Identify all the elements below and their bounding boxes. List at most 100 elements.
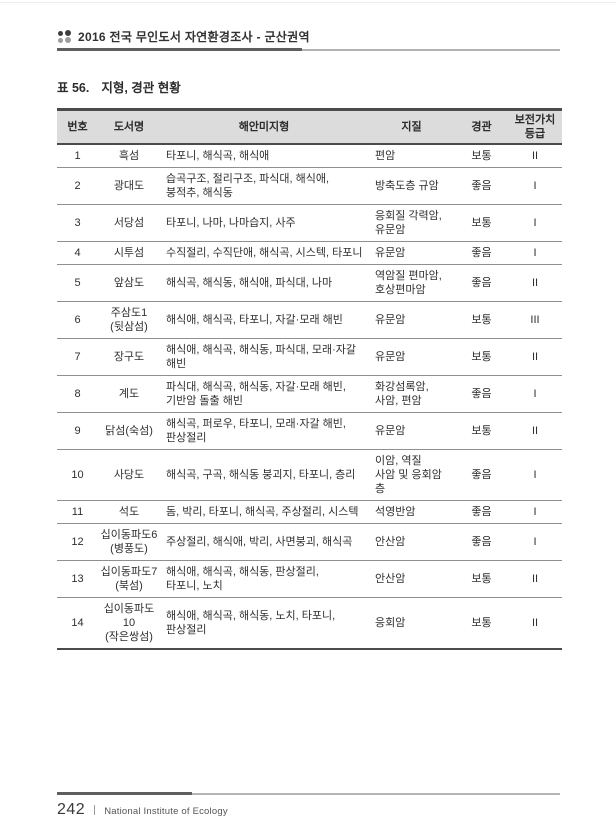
page-footer: 242 National Institute of Ecology: [57, 792, 560, 819]
cell-geology: 응회질 각력암, 유문암: [368, 204, 455, 242]
cell-landscape: 보통: [471, 150, 492, 162]
cell-landscape: 좋음: [455, 167, 508, 205]
footer-rule: [57, 792, 560, 795]
cell-number: 14: [57, 597, 98, 649]
cell-island-name: 광대도: [98, 167, 160, 205]
cell-coastal-landforms: 해식곡, 구곡, 해식동 붕괴지, 타포니, 층리: [160, 449, 368, 501]
cell-conservation-grade: II: [508, 264, 562, 302]
cell-island-name: 닭섬(숙섬): [98, 412, 160, 450]
table-row: 9 닭섬(숙섬) 해식곡, 퍼로우, 타포니, 모래·자갈 해빈, 판상절리 유문암 보…: [57, 412, 562, 450]
cell-geology: 안산암: [368, 560, 455, 598]
cell-number: 10: [57, 449, 98, 501]
table-row: 3 서당섬 타포니, 나마, 나마습지, 사주 응회질 각력암, 유문암 보통 I: [57, 204, 562, 242]
col-header-geology: 지질: [368, 109, 455, 145]
cell-geology: 유문암: [368, 301, 455, 339]
cell-number: 12: [57, 523, 98, 561]
table-row: 11 석도 돔, 박리, 타포니, 해식곡, 주상절리, 시스텍 석영반암 좋음 I: [57, 500, 562, 524]
table-header-row: 번호 도서명 해안미지형 지질 경관 보전가치 등급: [57, 109, 562, 145]
cell-number: 2: [57, 167, 98, 205]
table-row: 10 사당도 해식곡, 구곡, 해식동 붕괴지, 타포니, 층리 이암, 역질 사암 …: [57, 449, 562, 501]
cell-number: 1: [74, 150, 81, 162]
table-row: 4 시투섬 수직절리, 수직단애, 해식곡, 시스텍, 타포니 유문암 좋음 I: [57, 241, 562, 265]
cell-conservation-grade: I: [508, 523, 562, 561]
cell-landscape: 보통: [455, 412, 508, 450]
cell-geology: 이암, 역질 사암 및 응회암 층: [368, 449, 455, 501]
cell-island-name: 십이동파도10 (작은쌍섬): [98, 597, 160, 649]
table-header: 번호 도서명 해안미지형 지질 경관 보전가치 등급: [57, 109, 562, 145]
cell-coastal-landforms: 해식곡, 해식동, 해식애, 파식대, 나마: [160, 264, 368, 302]
cell-coastal-landforms: 타포니, 나마, 나마습지, 사주: [160, 204, 368, 242]
cell-conservation-grade: III: [508, 301, 562, 339]
table-caption: 표 56. 지형, 경관 현황: [57, 77, 181, 96]
cell-number: 7: [57, 338, 98, 376]
cell-coastal-landforms: 해식애, 해식곡, 해식동, 파식대, 모래·자갈해빈: [160, 338, 368, 376]
footer-organization: National Institute of Ecology: [104, 806, 228, 817]
cell-island-name: 십이동파도7 (북섬): [98, 560, 160, 598]
cell-coastal-landforms: 해식애, 해식곡, 타포니, 자갈·모래 해빈: [160, 301, 368, 339]
cell-island-name: 사당도: [98, 449, 160, 501]
cell-geology: 화강섬록암, 사암, 편암: [368, 375, 455, 413]
cell-conservation-grade: I: [508, 241, 562, 265]
cell-conservation-grade: II: [508, 597, 562, 649]
cell-conservation-grade: I: [508, 167, 562, 205]
cell-geology: 유문암: [368, 412, 455, 450]
cell-landscape: 좋음: [455, 500, 508, 524]
table-row: 8 계도 파식대, 해식곡, 해식동, 자갈·모래 해빈, 기반암 돌출 해빈 화강섬…: [57, 375, 562, 413]
cell-landscape: 보통: [455, 597, 508, 649]
quad-dots-icon: [57, 30, 71, 43]
cell-landscape: 좋음: [455, 523, 508, 561]
cell-geology: 편암: [375, 150, 396, 162]
table-row: 7 장구도 해식애, 해식곡, 해식동, 파식대, 모래·자갈해빈 유문암 보통 II: [57, 338, 562, 376]
cell-geology: 유문암: [368, 338, 455, 376]
cell-coastal-landforms: 해식곡, 퍼로우, 타포니, 모래·자갈 해빈, 판상절리: [160, 412, 368, 450]
cell-island-name: 흑섬: [118, 150, 140, 162]
col-header-coastal-landforms: 해안미지형: [160, 109, 368, 145]
cell-geology: 안산암: [368, 523, 455, 561]
footer-separator: [94, 805, 96, 815]
cell-number: 4: [57, 241, 98, 265]
cell-geology: 역암질 편마암, 호상편마암: [368, 264, 455, 302]
cell-coastal-landforms: 해식애, 해식곡, 해식동, 노치, 타포니, 판상절리: [160, 597, 368, 649]
cell-number: 5: [57, 264, 98, 302]
cell-landscape: 좋음: [455, 449, 508, 501]
cell-number: 3: [57, 204, 98, 242]
cell-coastal-landforms: 주상절리, 해식애, 박리, 사면붕괴, 해식곡: [160, 523, 368, 561]
cell-island-name: 석도: [98, 500, 160, 524]
cell-conservation-grade: II: [508, 412, 562, 450]
cell-island-name: 장구도: [98, 338, 160, 376]
table-row: 2 광대도 습곡구조, 절리구조, 파식대, 해식애, 붕적추, 해식동 방축도층 규…: [57, 167, 562, 205]
cell-landscape: 보통: [455, 560, 508, 598]
cell-island-name: 주삼도1 (뒷삼섬): [98, 301, 160, 339]
cell-landscape: 보통: [455, 338, 508, 376]
table-caption-text: 지형, 경관 현황: [101, 81, 181, 95]
table-row: 5 앞삼도 해식곡, 해식동, 해식애, 파식대, 나마 역암질 편마암, 호상편마암…: [57, 264, 562, 302]
cell-conservation-grade: II: [531, 150, 539, 162]
cell-island-name: 서당섬: [98, 204, 160, 242]
cell-landscape: 좋음: [455, 241, 508, 265]
cell-geology: 응회암: [368, 597, 455, 649]
cell-landscape: 보통: [455, 301, 508, 339]
cell-conservation-grade: II: [508, 560, 562, 598]
cell-landscape: 좋음: [455, 375, 508, 413]
landform-landscape-table: 번호 도서명 해안미지형 지질 경관 보전가치 등급 1 흑섬 타포니, 해식곡, …: [57, 108, 562, 650]
cell-geology: 방축도층 규암: [368, 167, 455, 205]
cell-number: 13: [57, 560, 98, 598]
cell-geology: 유문암: [368, 241, 455, 265]
running-head: 2016 전국 무인도서 자연환경조사 - 군산권역: [57, 28, 560, 51]
cell-coastal-landforms: 돔, 박리, 타포니, 해식곡, 주상절리, 시스텍: [160, 500, 368, 524]
table-caption-label: 표 56.: [57, 81, 90, 95]
cell-conservation-grade: I: [508, 375, 562, 413]
cell-number: 8: [57, 375, 98, 413]
col-header-island-name: 도서명: [98, 109, 160, 145]
cell-coastal-landforms: 습곡구조, 절리구조, 파식대, 해식애, 붕적추, 해식동: [160, 167, 368, 205]
table-body: 1 흑섬 타포니, 해식곡, 해식애 편암 보통 II 2 광대도 습곡구조, 절리구조, 파식…: [57, 144, 562, 649]
cell-island-name: 시투섬: [98, 241, 160, 265]
cell-number: 9: [57, 412, 98, 450]
running-head-title: 2016 전국 무인도서 자연환경조사 - 군산권역: [78, 30, 310, 44]
page-number: 242: [57, 801, 86, 818]
cell-conservation-grade: I: [508, 204, 562, 242]
cell-coastal-landforms: 타포니, 해식곡, 해식애: [166, 150, 270, 162]
cell-island-name: 앞삼도: [98, 264, 160, 302]
table-row: 1 흑섬 타포니, 해식곡, 해식애 편암 보통 II: [57, 144, 562, 168]
